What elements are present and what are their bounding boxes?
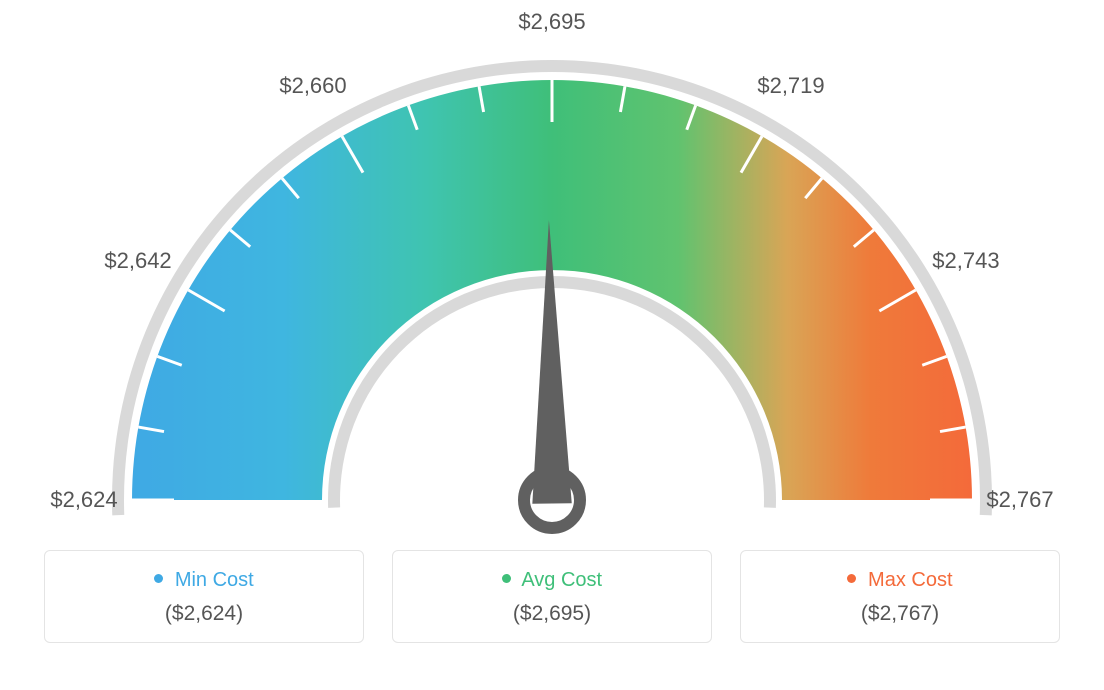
dot-icon: [154, 574, 163, 583]
legend-card-avg: Avg Cost ($2,695): [392, 550, 712, 643]
legend-value-min: ($2,624): [55, 602, 353, 626]
gauge-tick-label: $2,660: [279, 73, 346, 99]
legend-title-text: Min Cost: [175, 569, 254, 591]
gauge-tick-label: $2,695: [518, 9, 585, 35]
gauge-tick-label: $2,743: [932, 248, 999, 274]
legend-value-avg: ($2,695): [403, 602, 701, 626]
legend-title-max: Max Cost: [751, 569, 1049, 592]
legend-card-min: Min Cost ($2,624): [44, 550, 364, 643]
gauge-tick-label: $2,719: [757, 73, 824, 99]
legend-value-max: ($2,767): [751, 602, 1049, 626]
dot-icon: [502, 574, 511, 583]
gauge-tick-label: $2,642: [104, 248, 171, 274]
legend-title-avg: Avg Cost: [403, 569, 701, 592]
dot-icon: [847, 574, 856, 583]
gauge-chart: $2,624 $2,642 $2,660 $2,695 $2,719 $2,743 $2,7…: [0, 0, 1104, 540]
gauge-tick-label: $2,624: [50, 487, 117, 513]
legend-card-max: Max Cost ($2,767): [740, 550, 1060, 643]
gauge-tick-label: $2,767: [986, 487, 1053, 513]
legend-title-min: Min Cost: [55, 569, 353, 592]
legend-row: Min Cost ($2,624) Avg Cost ($2,695) Max …: [0, 550, 1104, 643]
legend-title-text: Avg Cost: [521, 569, 602, 591]
legend-title-text: Max Cost: [868, 569, 952, 591]
